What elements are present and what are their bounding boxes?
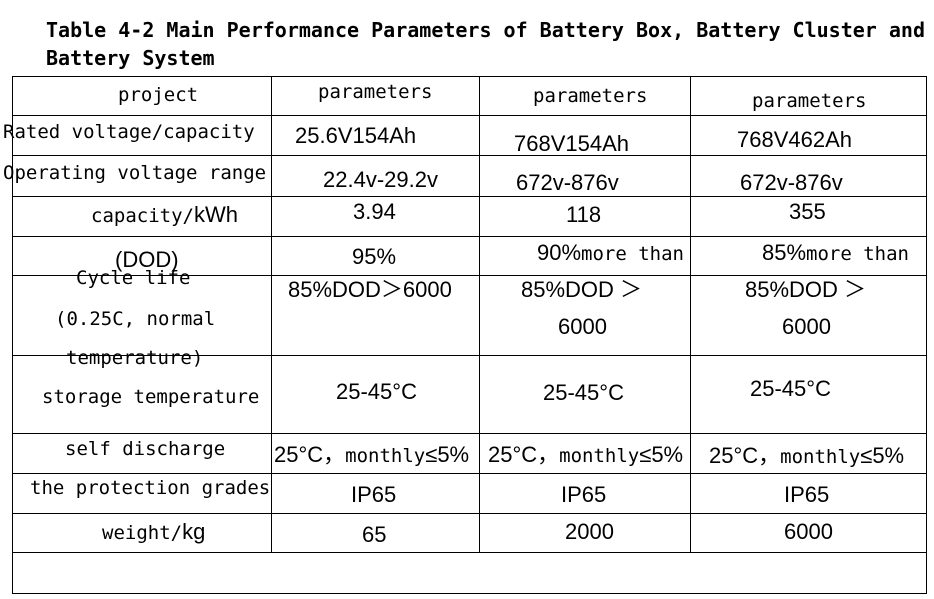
row-label-rated-voltage: Rated voltage/capacity xyxy=(3,121,255,143)
row-label-self-discharge: self discharge xyxy=(65,438,226,460)
table-rule xyxy=(12,513,927,514)
cell-storage-system: 25-45°C xyxy=(750,376,831,401)
table-rule xyxy=(12,236,927,237)
table-rule xyxy=(12,275,927,276)
cell-self-discharge-cluster-period: monthly xyxy=(559,445,640,467)
cell-rated-box: 25.6V154Ah xyxy=(295,123,417,148)
table-rule xyxy=(12,76,13,593)
cell-cycle-box: 85%DOD＞6000 xyxy=(288,277,452,302)
cell-dod-box: 95% xyxy=(352,244,397,269)
cell-weight-cluster: 2000 xyxy=(565,519,614,544)
row-label-protection-grades: the protection grades xyxy=(30,477,271,499)
cell-capacity-system: 355 xyxy=(789,199,826,224)
cell-operating-cluster: 672v-876v xyxy=(516,170,619,195)
row-label-weight-text: weight/ xyxy=(102,522,183,544)
cell-self-discharge-box-temp: 25°C， xyxy=(274,442,346,467)
cell-cycle-cluster-line-2: 6000 xyxy=(558,314,607,339)
table-rule xyxy=(271,76,272,553)
row-label-operating-voltage: Operating voltage range xyxy=(3,162,267,184)
table-rule xyxy=(690,76,691,553)
table-rule xyxy=(926,76,927,593)
cell-capacity-box: 3.94 xyxy=(353,199,396,224)
table-caption-line-2: Battery System xyxy=(46,46,215,70)
header-parameters-box: parameters xyxy=(318,81,433,103)
cell-rated-cluster: 768V154Ah xyxy=(514,131,629,156)
row-label-dod: (DOD) xyxy=(115,247,179,272)
header-parameters-system: parameters xyxy=(752,90,867,112)
header-parameters-cluster: parameters xyxy=(533,85,648,107)
cell-dod-system-qualifier: more than xyxy=(806,243,909,265)
cell-operating-system: 672v-876v xyxy=(740,170,843,195)
cell-dod-cluster: 90%more than xyxy=(537,241,684,266)
table-rule xyxy=(12,155,927,156)
cell-dod-cluster-qualifier: more than xyxy=(581,243,684,265)
table-rule xyxy=(479,76,480,553)
cell-self-discharge-box-rate: ≤5% xyxy=(425,442,470,467)
row-label-weight: weight/kg xyxy=(102,520,205,545)
cell-self-discharge-system-rate: ≤5% xyxy=(860,443,905,468)
cell-self-discharge-system-period: monthly xyxy=(780,446,861,468)
table-rule xyxy=(12,433,927,434)
row-label-capacity-text: capacity/ xyxy=(91,205,194,227)
cell-weight-system: 6000 xyxy=(784,519,833,544)
row-label-storage-temperature: storage temperature xyxy=(42,386,260,408)
cell-protection-box: IP65 xyxy=(351,482,397,507)
row-label-cycle-life-2: (0.25C, normal xyxy=(55,308,216,330)
cell-protection-system: IP65 xyxy=(784,482,830,507)
cell-dod-system-value: 85% xyxy=(762,240,807,265)
cell-self-discharge-system-temp: 25°C， xyxy=(709,443,781,468)
table-rule xyxy=(12,115,927,116)
table-rule xyxy=(12,552,927,553)
cell-dod-cluster-value: 90% xyxy=(537,240,582,265)
cell-cycle-cluster-line-1: 85%DOD ＞ xyxy=(521,277,643,302)
cell-protection-cluster: IP65 xyxy=(561,482,607,507)
cell-cycle-system-line-2: 6000 xyxy=(782,314,831,339)
table-rule xyxy=(12,473,927,474)
cell-storage-cluster: 25-45°C xyxy=(543,380,624,405)
cell-self-discharge-system: 25°C，monthly≤5% xyxy=(709,444,904,469)
table-rule xyxy=(12,76,927,77)
cell-storage-box: 25-45°C xyxy=(336,379,417,404)
cell-rated-system: 768V462Ah xyxy=(737,127,852,152)
cell-self-discharge-box: 25°C，monthly≤5% xyxy=(274,443,469,468)
cell-self-discharge-cluster-rate: ≤5% xyxy=(639,442,684,467)
cell-self-discharge-cluster-temp: 25°C， xyxy=(488,442,560,467)
cell-self-discharge-box-period: monthly xyxy=(345,445,426,467)
table-caption-line-1: Table 4-2 Main Performance Parameters of… xyxy=(46,18,925,42)
cell-self-discharge-cluster: 25°C，monthly≤5% xyxy=(488,443,683,468)
table-rule xyxy=(12,593,927,594)
table-rule xyxy=(12,196,927,197)
header-project: project xyxy=(118,84,199,106)
row-label-cycle-life-3: temperature) xyxy=(66,347,204,369)
table-rule xyxy=(12,355,927,356)
cell-weight-box: 65 xyxy=(362,522,387,547)
row-label-capacity-unit: kWh xyxy=(193,202,238,227)
cell-dod-system: 85%more than xyxy=(762,241,909,266)
row-label-cycle-life-1: Cycle life xyxy=(76,267,191,289)
row-label-weight-unit: kg xyxy=(182,519,206,544)
table-caption: Table 4-2 Main Performance Parameters of… xyxy=(46,16,926,72)
cell-capacity-cluster: 118 xyxy=(566,202,602,227)
cell-cycle-system-line-1: 85%DOD ＞ xyxy=(745,277,867,302)
cell-operating-box: 22.4v-29.2v xyxy=(323,167,438,192)
row-label-capacity: capacity/kWh xyxy=(91,203,238,228)
